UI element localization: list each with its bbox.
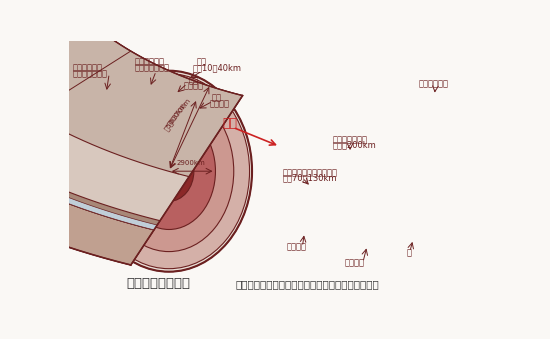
Text: リンスフェア＝プレート: リンスフェア＝プレート bbox=[283, 168, 338, 177]
Polygon shape bbox=[0, 0, 243, 177]
Text: 地殻: 地殻 bbox=[197, 58, 207, 67]
Polygon shape bbox=[101, 221, 115, 239]
Text: 下部マントル: 下部マントル bbox=[73, 64, 103, 73]
Text: 厚さ約200km: 厚さ約200km bbox=[333, 141, 377, 150]
Text: 約6370km: 約6370km bbox=[166, 97, 192, 127]
Text: 約5000km: 約5000km bbox=[164, 101, 188, 132]
Polygon shape bbox=[0, 0, 243, 265]
Polygon shape bbox=[96, 114, 113, 153]
Text: 2900km: 2900km bbox=[177, 160, 205, 166]
Text: （なぜ起こる巨大地震のメカニズム・技術評論社）: （なぜ起こる巨大地震のメカニズム・技術評論社） bbox=[235, 279, 380, 290]
Text: 拡大: 拡大 bbox=[222, 117, 237, 130]
Text: （液体）: （液体） bbox=[210, 99, 229, 108]
Text: （地震がある）: （地震がある） bbox=[135, 63, 170, 72]
Ellipse shape bbox=[144, 141, 194, 201]
Text: 外核: 外核 bbox=[212, 94, 222, 103]
Text: アセノスフェア: アセノスフェア bbox=[333, 136, 368, 144]
Text: 上部マントル: 上部マントル bbox=[135, 58, 165, 67]
Text: 内核: 内核 bbox=[188, 76, 198, 85]
Text: （固体）: （固体） bbox=[184, 81, 204, 90]
Text: 大陸地殻: 大陸地殻 bbox=[287, 242, 307, 252]
Text: 地球の内部と表面: 地球の内部と表面 bbox=[126, 277, 190, 290]
Polygon shape bbox=[0, 8, 154, 265]
Polygon shape bbox=[0, 126, 160, 230]
Ellipse shape bbox=[89, 74, 250, 269]
Text: 海洋地殻: 海洋地殻 bbox=[345, 259, 365, 268]
Polygon shape bbox=[96, 190, 109, 210]
Text: 海: 海 bbox=[406, 248, 411, 257]
Ellipse shape bbox=[104, 91, 234, 252]
Ellipse shape bbox=[122, 113, 216, 230]
Text: 上部マントル: 上部マントル bbox=[418, 79, 448, 88]
Text: （地震はない）: （地震はない） bbox=[73, 69, 108, 78]
Polygon shape bbox=[0, 129, 157, 230]
Polygon shape bbox=[92, 156, 107, 182]
Text: 厚さ70〜130km: 厚さ70〜130km bbox=[283, 173, 337, 182]
Ellipse shape bbox=[86, 71, 252, 272]
Text: 厚さ10〜40km: 厚さ10〜40km bbox=[192, 63, 241, 72]
